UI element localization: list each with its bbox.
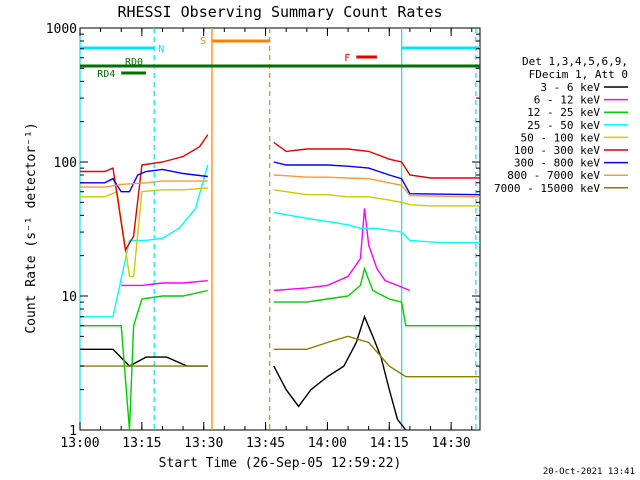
series-line xyxy=(80,187,480,278)
legend-label: 6 - 12 keV xyxy=(534,94,601,107)
legend-label: 25 - 50 keV xyxy=(527,119,600,132)
legend-label: 7000 - 15000 keV xyxy=(494,182,600,195)
y-tick-label: 10 xyxy=(61,290,77,305)
footer-date: 20-Oct-2021 13:41 xyxy=(543,467,635,477)
y-axis-label: Count Rate (s⁻¹ detector⁻¹) xyxy=(24,122,39,333)
legend-label: 12 - 25 keV xyxy=(527,106,600,119)
legend-label: 3 - 6 keV xyxy=(540,81,600,94)
legend-label: 800 - 7000 keV xyxy=(507,169,600,182)
series-line xyxy=(121,208,411,292)
annotation-label-n: N xyxy=(158,44,164,55)
y-tick-label: 100 xyxy=(54,156,77,171)
plot-frame xyxy=(79,27,481,431)
x-tick-label: 13:45 xyxy=(246,436,285,451)
legend-header: FDecim 1, Att 0 xyxy=(529,68,628,81)
x-axis-label: Start Time (26-Sep-05 12:59:22) xyxy=(159,456,402,471)
annotation-label-s: S xyxy=(200,36,206,47)
series-line xyxy=(80,266,480,431)
x-tick-label: 14:15 xyxy=(370,436,409,451)
series-line xyxy=(80,314,407,431)
legend-header: Det 1,3,4,5,6,9, xyxy=(522,55,628,68)
annotation-label-rd0: RD0 xyxy=(125,57,143,68)
y-tick-label: 1000 xyxy=(46,22,77,37)
x-tick-label: 14:00 xyxy=(308,436,347,451)
x-tick-label: 13:30 xyxy=(184,436,223,451)
chart-title: RHESSI Observing Summary Count Rates xyxy=(117,3,442,21)
x-tick-label: 14:30 xyxy=(432,436,471,451)
series-line xyxy=(80,174,481,198)
x-tick-label: 13:15 xyxy=(122,436,161,451)
x-tick-label: 13:00 xyxy=(60,436,99,451)
legend-label: 100 - 300 keV xyxy=(514,144,600,157)
annotation-label-f: F xyxy=(344,53,350,64)
series-line xyxy=(80,335,480,378)
annotation-label-rd4: RD4 xyxy=(97,69,115,80)
series-line xyxy=(80,134,480,253)
legend-label: 50 - 100 keV xyxy=(521,131,601,144)
y-tick-label: 1 xyxy=(69,424,77,439)
series-line xyxy=(80,164,480,318)
legend-label: 300 - 800 keV xyxy=(514,157,600,170)
